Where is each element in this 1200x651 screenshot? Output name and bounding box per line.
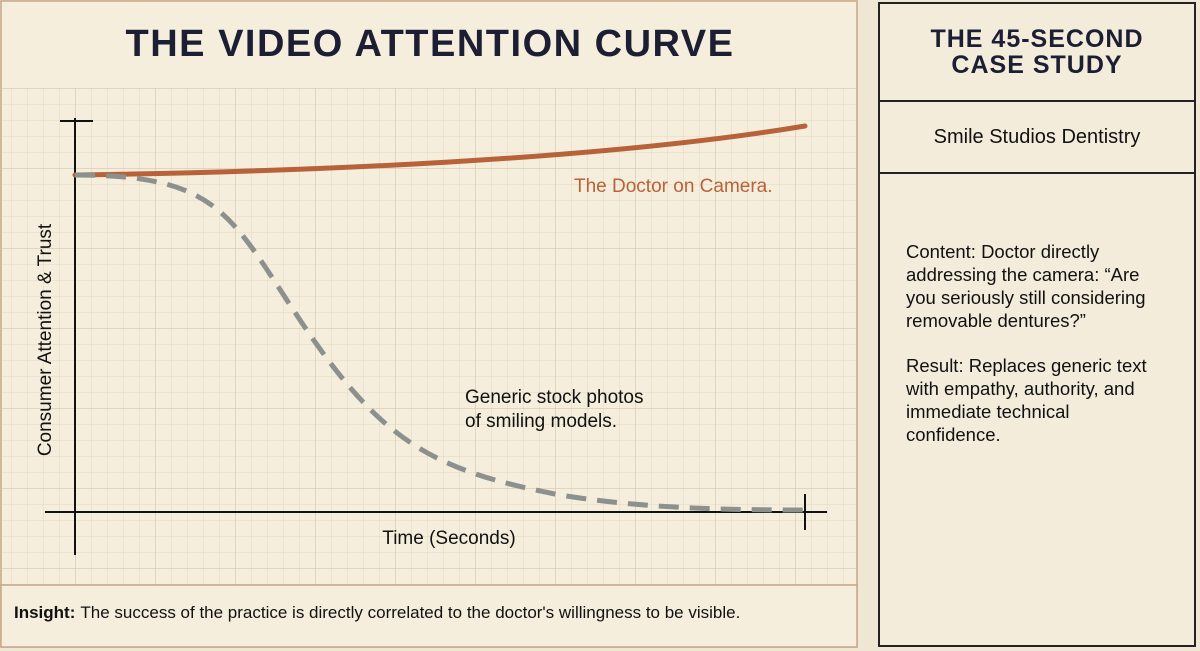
case-study-panel: THE 45-SECOND CASE STUDY Smile Studios D…: [878, 2, 1196, 647]
case-study-content: Content: Doctor directly addressing the …: [906, 241, 1146, 331]
doctor-annotation: The Doctor on Camera.: [574, 176, 773, 197]
insight: Insight: The success of the practice is d…: [14, 603, 740, 622]
stock-annotation-line: Generic stock photos: [465, 387, 643, 408]
stock-annotation-line: of smiling models.: [465, 411, 617, 432]
chart-title: THE VIDEO ATTENTION CURVE: [126, 23, 735, 65]
attention-chart-panel: THE VIDEO ATTENTION CURVE Consumer Atten…: [0, 0, 858, 648]
major-grid: [2, 88, 856, 585]
case-study-subtitle: Smile Studios Dentistry: [880, 102, 1194, 174]
insight-box: [0, 584, 858, 648]
doctor-curve: [72, 123, 808, 178]
case-study-title: THE 45-SECOND CASE STUDY: [880, 4, 1194, 102]
y-axis-label: Consumer Attention & Trust: [35, 223, 56, 456]
insight-text: The success of the practice is directly …: [80, 603, 740, 622]
case-study-result: Result: Replaces generic text with empat…: [906, 355, 1147, 445]
insight-label: Insight:: [14, 603, 75, 622]
case-study-body: Content: Doctor directly addressing the …: [880, 174, 1194, 446]
stock-photo-curve: [74, 172, 806, 513]
x-axis-label: Time (Seconds): [382, 528, 515, 549]
